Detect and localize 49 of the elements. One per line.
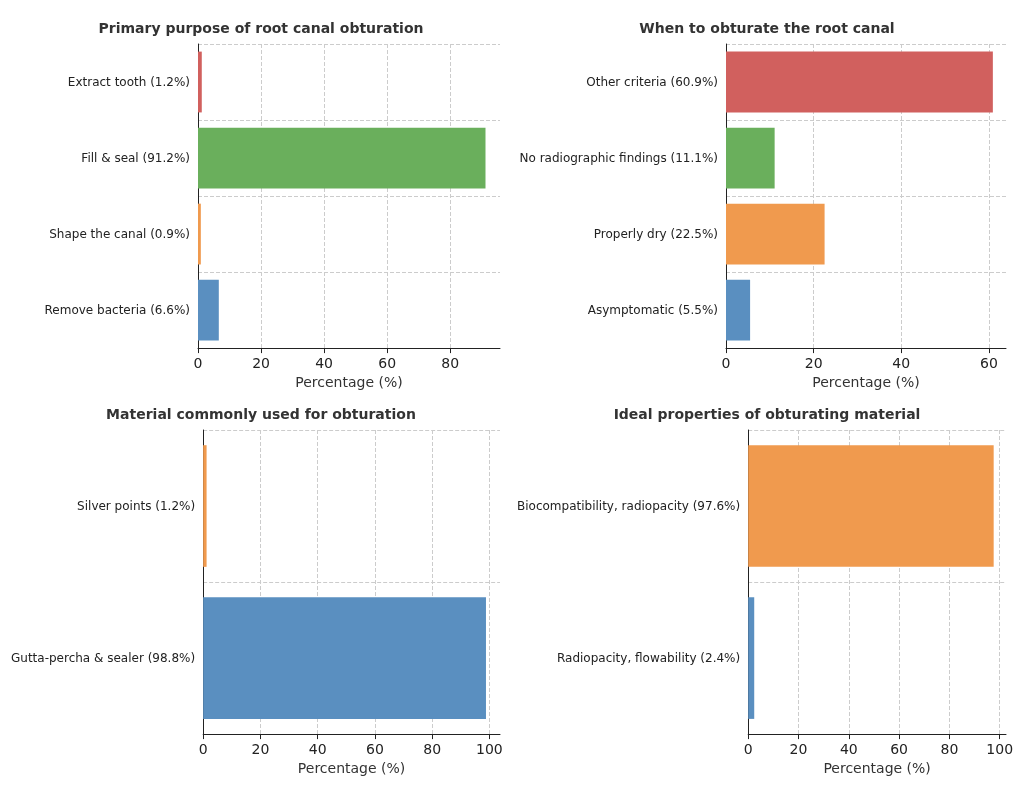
y-tick-label: No radiographic findings (11.1%) <box>519 151 718 166</box>
y-tick-label: Biocompatibility, radiopacity (97.6%) <box>516 499 741 514</box>
x-axis-title: Percentage (%) <box>295 374 403 390</box>
bar <box>726 127 775 189</box>
y-tick-label: Shape the canal (0.9%) <box>49 227 190 242</box>
x-tick-label: 20 <box>789 741 808 758</box>
y-tick-label: Properly dry (22.5%) <box>593 227 718 242</box>
x-tick-label: 40 <box>892 355 911 372</box>
x-tick-label: 0 <box>721 355 731 372</box>
x-tick-label: 100 <box>986 741 1014 758</box>
x-tick-label: 0 <box>198 741 208 758</box>
chart-title: Primary purpose of root canal obturation <box>98 20 424 36</box>
y-tick-label: Remove bacteria (6.6%) <box>44 303 190 318</box>
x-tick-label: 60 <box>378 355 397 372</box>
chart-title: When to obturate the root canal <box>639 20 895 36</box>
y-tick-label: Silver points (1.2%) <box>77 499 196 514</box>
x-tick-label: 40 <box>839 741 858 758</box>
x-axis-title: Percentage (%) <box>823 760 931 776</box>
y-tick-label: Asymptomatic (5.5%) <box>587 303 718 318</box>
x-tick-label: 40 <box>308 741 327 758</box>
bar <box>198 127 486 189</box>
x-axis-title: Percentage (%) <box>297 760 406 776</box>
x-axis-title: Percentage (%) <box>812 374 920 390</box>
y-tick-label: Extract tooth (1.2%) <box>67 75 190 90</box>
x-tick-label: 80 <box>940 741 959 758</box>
bar <box>198 51 202 113</box>
x-tick-label: 80 <box>423 741 442 758</box>
bar <box>726 279 751 341</box>
bar <box>726 203 825 265</box>
y-tick-label: Fill & seal (91.2%) <box>81 151 190 166</box>
y-tick-label: Radiopacity, flowability (2.4%) <box>556 651 741 666</box>
bar <box>726 51 993 113</box>
x-tick-label: 100 <box>476 741 503 758</box>
x-tick-label: 0 <box>743 741 753 758</box>
x-tick-label: 60 <box>890 741 909 758</box>
x-tick-label: 40 <box>315 355 334 372</box>
x-tick-label: 80 <box>441 355 460 372</box>
y-tick-label: Gutta-percha & sealer (98.8%) <box>10 651 196 666</box>
x-tick-label: 0 <box>193 355 203 372</box>
bar <box>198 279 219 341</box>
x-tick-label: 20 <box>252 355 270 372</box>
chart-title: Ideal properties of obturating material <box>613 406 921 422</box>
x-tick-label: 60 <box>980 355 998 372</box>
y-tick-label: Other criteria (60.9%) <box>586 75 718 90</box>
x-tick-label: 20 <box>804 355 823 372</box>
x-tick-label: 60 <box>365 741 384 758</box>
x-tick-label: 20 <box>251 741 270 758</box>
bar <box>198 203 201 265</box>
chart-title: Material commonly used for obturation <box>106 406 416 422</box>
